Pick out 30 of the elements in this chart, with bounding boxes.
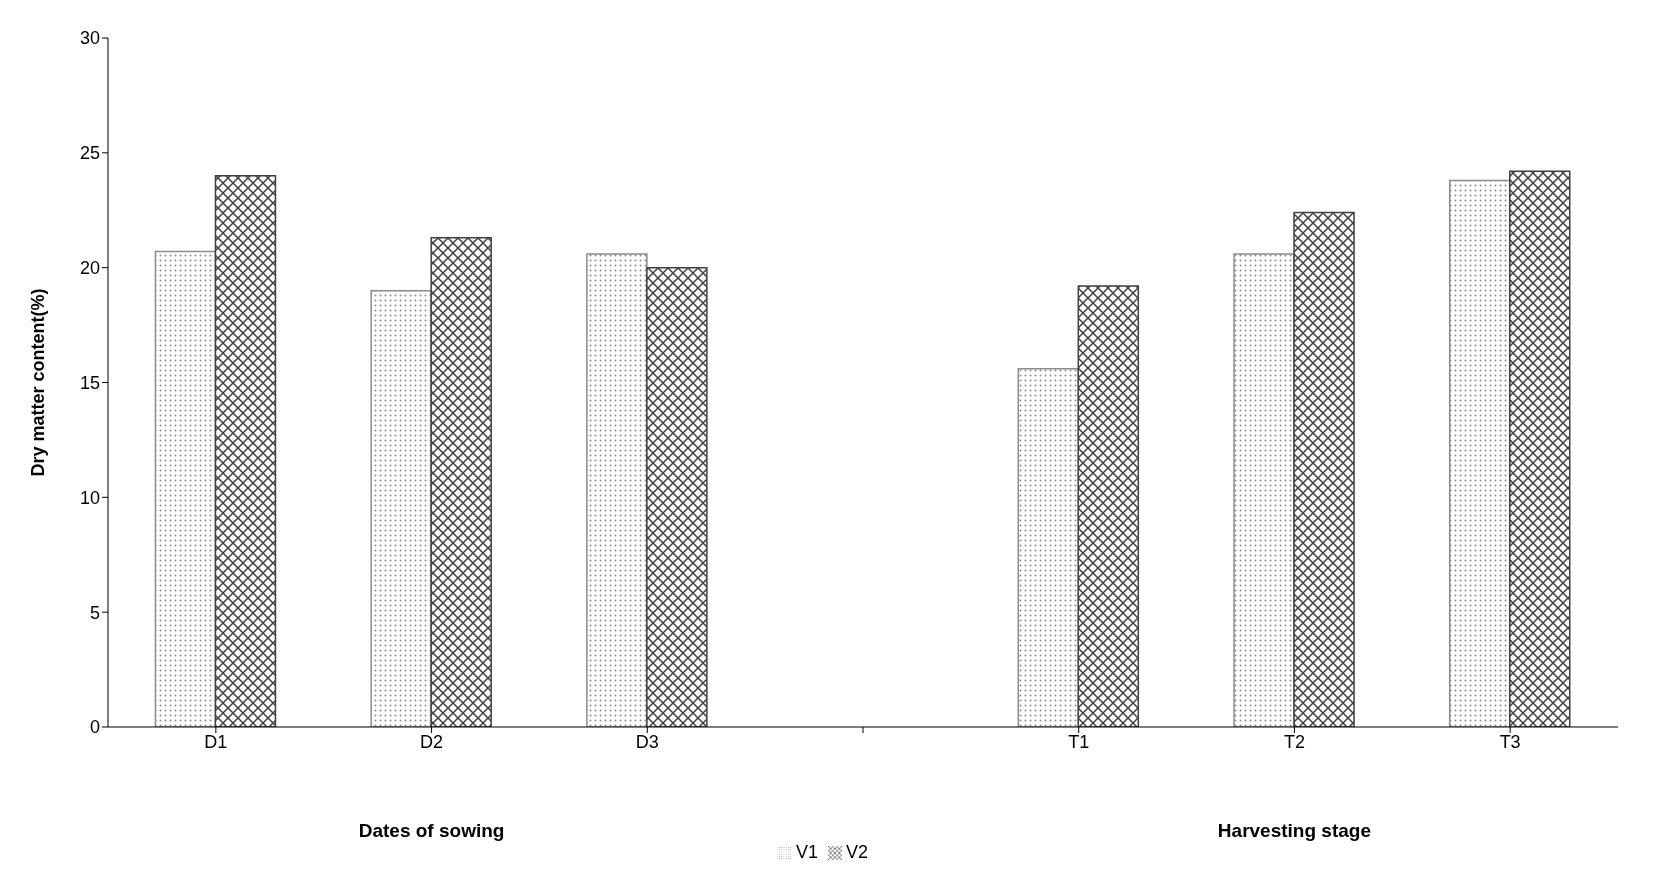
y-tick-label: 15	[79, 372, 100, 393]
y-tick-label: 5	[89, 602, 100, 623]
bar	[1077, 285, 1140, 727]
bar	[646, 266, 708, 727]
bar	[430, 237, 492, 727]
x-tick-label: T3	[1499, 731, 1521, 752]
y-tick-label: 0	[89, 717, 100, 738]
x-tick-label: D3	[635, 731, 659, 752]
bar	[370, 289, 432, 727]
legend-label: V2	[846, 842, 869, 862]
bar	[214, 175, 277, 727]
legend-label: V1	[795, 842, 818, 862]
y-axis-title: Dry matter content(%)	[28, 288, 49, 477]
y-tick-label: 10	[79, 487, 100, 508]
bar	[1508, 170, 1571, 727]
bar	[1233, 253, 1295, 727]
bar	[154, 250, 217, 727]
y-tick-label: 25	[79, 143, 100, 164]
x-tick-label: T2	[1283, 731, 1305, 752]
x-tick-label: D2	[420, 731, 444, 752]
x-tick-label: T1	[1068, 731, 1090, 752]
bar	[1017, 367, 1080, 727]
text: Dates of sowing	[357, 820, 506, 842]
y-tick-label: 20	[79, 258, 100, 279]
bar	[1293, 211, 1355, 727]
x-tick-label: D1	[204, 731, 228, 752]
y-tick-label: 30	[79, 28, 100, 49]
bar	[586, 253, 648, 727]
text: Harvesting stage	[1216, 820, 1372, 842]
bar	[1448, 179, 1511, 727]
